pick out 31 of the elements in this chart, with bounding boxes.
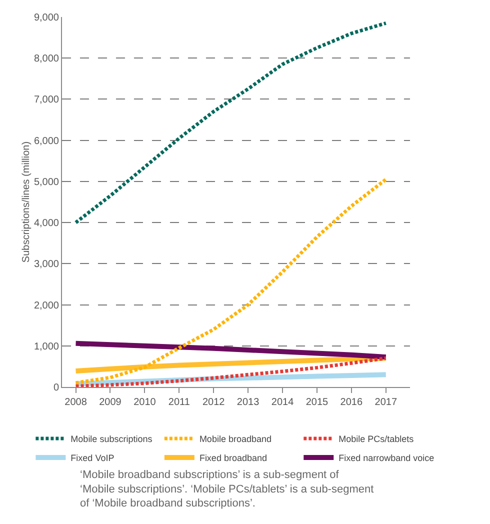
y-tick-label: 9,000 [34,12,60,24]
y-tick-label: 5,000 [34,176,60,188]
x-tick-label: 2013 [236,397,260,408]
legend-label: Mobile PCs/tablets [338,434,414,444]
y-axis-title: Subscriptions/lines (million) [20,141,32,263]
y-tick-label: 0 [53,382,60,394]
x-tick-label: 2015 [306,397,329,408]
x-tick-label: 2016 [340,397,363,408]
x-tick-label: 2011 [168,397,190,408]
x-tick-label: 2008 [64,397,88,408]
y-tick-label: 1,000 [34,341,60,352]
line-series [74,178,388,385]
x-tick-label: 2010 [134,397,156,408]
text: ‘Mobile broadband subscriptions’ is a sub-segment of ‘Mobile subscriptions’. ‘Mobile PCs/tablets’ is a sub-segment of ‘Mobile broadband subscriptions’. [80,469,374,510]
y-tick-label: 8,000 [34,54,60,65]
legend-label: Mobile broadband [199,434,272,444]
legend-label: Mobile subscriptions [70,434,153,444]
legend-label: Fixed broadband [199,453,268,464]
line-series [74,21,388,224]
x-tick-label: 2017 [374,397,398,408]
legend-label: Fixed VoIP [70,453,114,464]
y-tick-label: 7,000 [34,94,60,106]
y-tick-label: 4,000 [34,218,60,230]
y-tick-label: 3,000 [34,259,60,270]
legend-label: Fixed narrowband voice [338,453,434,464]
y-tick-label: 2,000 [34,300,60,312]
y-tick-label: 6,000 [34,136,60,147]
line-series [74,356,388,387]
x-tick-label: 2014 [271,397,294,408]
x-tick-label: 2009 [99,397,122,408]
x-tick-label: 2012 [202,397,226,408]
